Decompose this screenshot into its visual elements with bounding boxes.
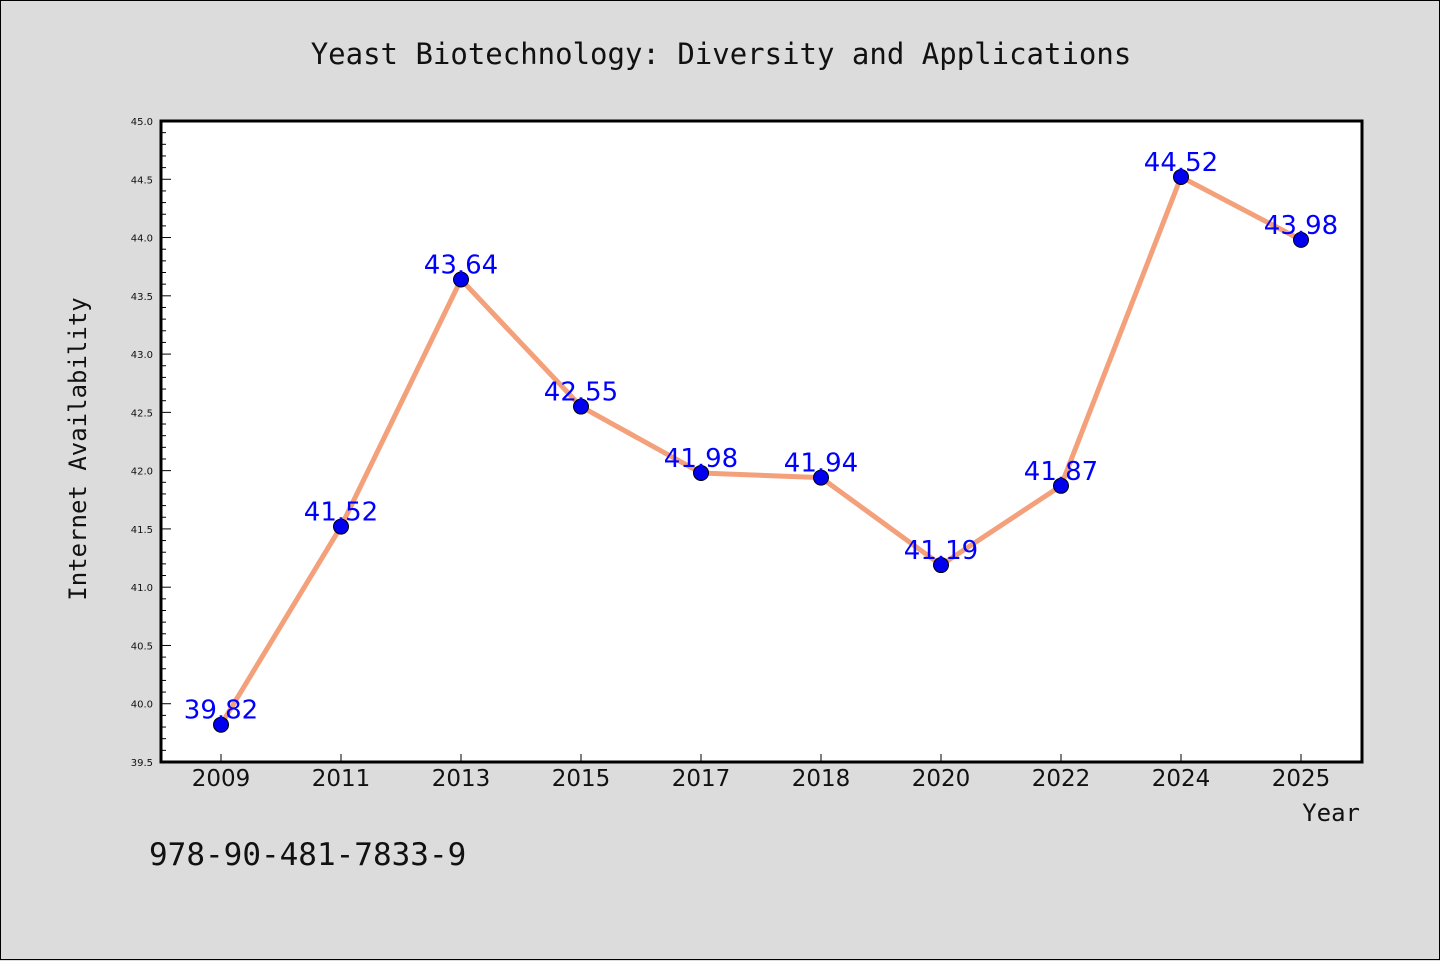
x-tick-label: 2025 bbox=[1272, 766, 1331, 792]
plot-area bbox=[159, 119, 1364, 764]
x-tick-label: 2009 bbox=[192, 766, 251, 792]
x-axis-label: Year bbox=[1302, 799, 1360, 827]
data-label: 41.52 bbox=[304, 498, 378, 528]
data-label: 44.52 bbox=[1144, 148, 1218, 178]
y-tick-label: 43.0 bbox=[131, 350, 153, 361]
y-tick-label: 41.0 bbox=[131, 583, 153, 594]
y-tick-label: 44.0 bbox=[131, 234, 153, 245]
series-line-group bbox=[218, 174, 1304, 728]
x-tick-label: 2011 bbox=[312, 766, 371, 792]
y-tick-label: 45.0 bbox=[131, 117, 153, 128]
x-tick-label: 2020 bbox=[912, 766, 971, 792]
y-tick-label: 40.0 bbox=[131, 700, 153, 711]
data-label: 41.19 bbox=[904, 536, 978, 566]
data-point-marker bbox=[333, 518, 349, 535]
data-point-marker bbox=[213, 716, 229, 733]
chart-title: Yeast Biotechnology: Diversity and Appli… bbox=[311, 37, 1132, 71]
data-point-marker bbox=[453, 271, 469, 288]
data-point-marker bbox=[933, 557, 949, 574]
data-label: 41.98 bbox=[664, 444, 738, 474]
y-tick-label: 42.0 bbox=[131, 467, 153, 478]
y-tick-label: 39.5 bbox=[131, 758, 153, 769]
x-tick-label: 2013 bbox=[432, 766, 491, 792]
data-label: 41.87 bbox=[1024, 457, 1098, 487]
x-axis: 2009 2011 2013 2015 2017 2018 2020 2022 2024 2025 bbox=[192, 754, 1331, 792]
y-axis: 39.5 40.0 40.5 41.0 41.5 42.0 42.5 43.0 43.5 44.0… bbox=[131, 117, 171, 769]
y-tick-label: 41.5 bbox=[131, 525, 153, 536]
y-tick-label: 44.5 bbox=[131, 175, 153, 186]
data-point-marker bbox=[1053, 477, 1069, 494]
y-tick-label: 40.5 bbox=[131, 641, 153, 652]
data-label: 43.64 bbox=[424, 251, 498, 281]
x-tick-label: 2015 bbox=[552, 766, 611, 792]
data-point-marker bbox=[813, 469, 829, 486]
data-label: 43.98 bbox=[1264, 211, 1338, 241]
data-point-marker bbox=[573, 398, 589, 415]
data-point-marker bbox=[1173, 168, 1189, 185]
y-tick-label: 43.5 bbox=[131, 292, 153, 303]
data-label: 42.55 bbox=[544, 378, 618, 408]
x-tick-label: 2022 bbox=[1032, 766, 1091, 792]
data-label-group: 39.82 41.52 43.64 42.55 41.98 41.94 41.19 41.87… bbox=[184, 148, 1338, 726]
data-point-marker bbox=[693, 464, 709, 481]
y-tick-label: 42.5 bbox=[131, 408, 153, 419]
data-label: 41.94 bbox=[784, 449, 858, 479]
x-tick-label: 2017 bbox=[672, 766, 731, 792]
x-tick-label: 2024 bbox=[1152, 766, 1211, 792]
y-axis-label: Internet Availability bbox=[64, 297, 92, 600]
isbn-annotation: 978-90-481-7833-9 bbox=[149, 837, 466, 873]
x-tick-label: 2018 bbox=[792, 766, 851, 792]
series-line bbox=[218, 174, 1304, 728]
marker-group bbox=[213, 168, 1309, 733]
data-point-marker bbox=[1293, 231, 1309, 248]
data-label: 39.82 bbox=[184, 696, 258, 726]
